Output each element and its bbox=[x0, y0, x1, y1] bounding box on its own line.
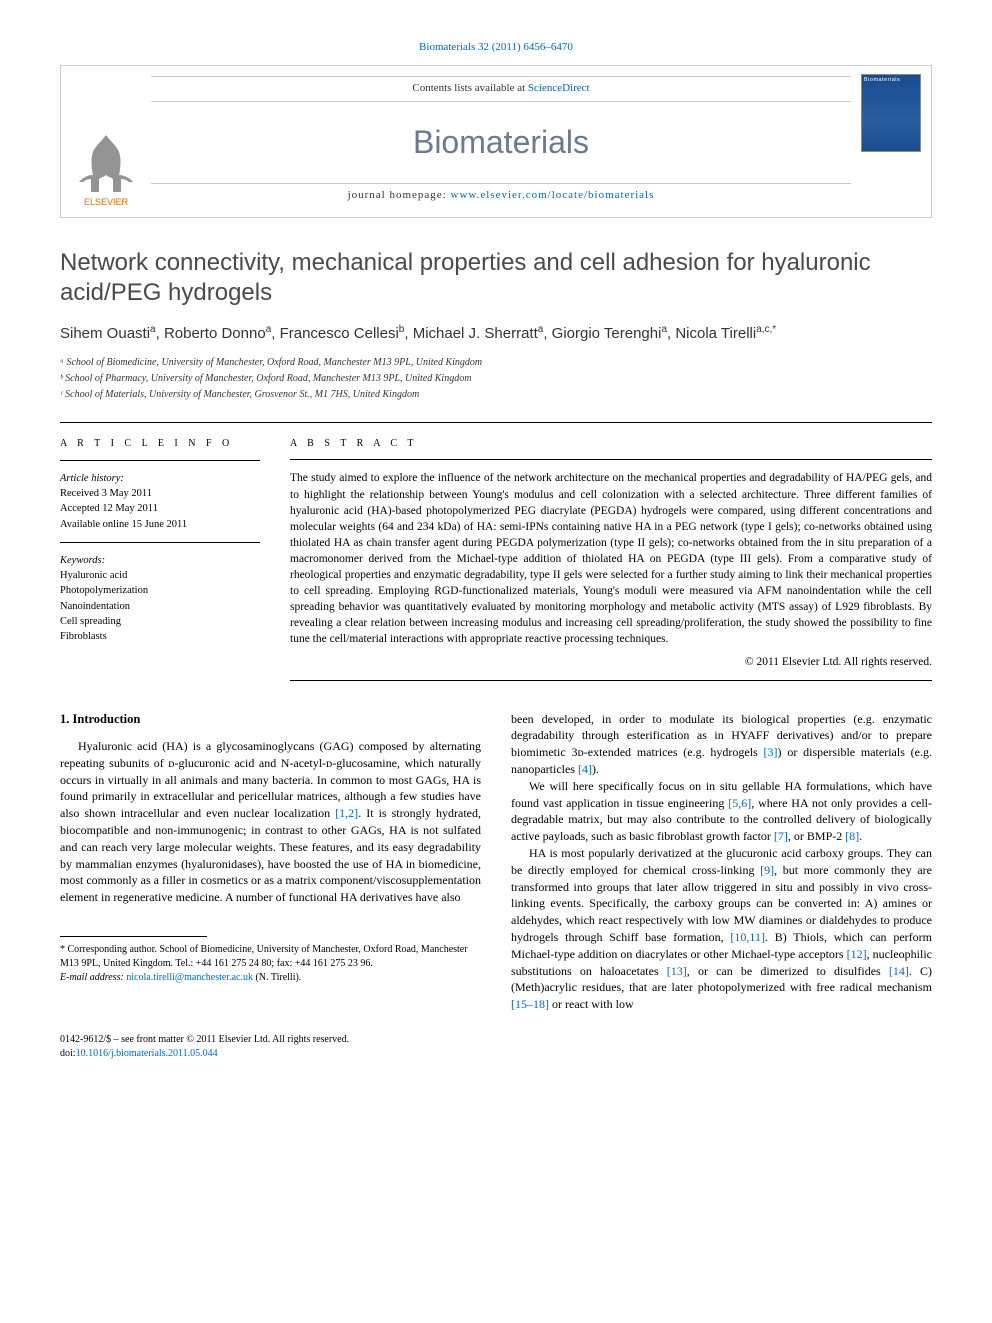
keyword-item: Cell spreading bbox=[60, 614, 260, 629]
ref-link-1-2[interactable]: [1,2] bbox=[335, 806, 358, 820]
corresponding-text: * Corresponding author. School of Biomed… bbox=[60, 943, 481, 971]
keyword-item: Photopolymerization bbox=[60, 583, 260, 598]
journal-name: Biomaterials bbox=[151, 102, 851, 183]
keyword-item: Hyaluronic acid bbox=[60, 568, 260, 583]
abstract-text: The study aimed to explore the influence… bbox=[290, 470, 932, 647]
affiliation-item: ᶜ School of Materials, University of Man… bbox=[60, 387, 932, 402]
journal-homepage-link[interactable]: www.elsevier.com/locate/biomaterials bbox=[451, 189, 655, 201]
article-info-heading: A R T I C L E I N F O bbox=[60, 437, 260, 461]
doi-link[interactable]: 10.1016/j.biomaterials.2011.05.044 bbox=[76, 1048, 218, 1059]
header-citation: Biomaterials 32 (2011) 6456–6470 bbox=[60, 40, 932, 55]
col2-para-3: HA is most popularly derivatized at the … bbox=[511, 845, 932, 1013]
ref-link-4[interactable]: [4] bbox=[578, 762, 592, 776]
info-abstract-row: A R T I C L E I N F O Article history: R… bbox=[60, 422, 932, 680]
issn-line: 0142-9612/$ – see front matter © 2011 El… bbox=[60, 1033, 932, 1047]
p1b: . It is strongly hydrated, biocompatible… bbox=[60, 806, 481, 904]
history-received: Received 3 May 2011 bbox=[60, 486, 260, 501]
keyword-item: Fibroblasts bbox=[60, 629, 260, 644]
body-col-right: been developed, in order to modulate its… bbox=[511, 711, 932, 1013]
corresponding-email-link[interactable]: nicola.tirelli@manchester.ac.uk bbox=[126, 972, 253, 983]
journal-cover-icon: Biomaterials bbox=[861, 74, 921, 152]
email-label: E-mail address: bbox=[60, 972, 126, 983]
history-accepted: Accepted 12 May 2011 bbox=[60, 501, 260, 516]
section-heading-intro: 1. Introduction bbox=[60, 711, 481, 729]
intro-para-1: Hyaluronic acid (HA) is a glycosaminogly… bbox=[60, 738, 481, 906]
body-columns: 1. Introduction Hyaluronic acid (HA) is … bbox=[60, 711, 932, 1013]
ref-link-3[interactable]: [3] bbox=[764, 745, 778, 759]
keywords-list: Hyaluronic acidPhotopolymerizationNanoin… bbox=[60, 568, 260, 644]
doi-line: doi:10.1016/j.biomaterials.2011.05.044 bbox=[60, 1047, 932, 1061]
c2p3g: or react with low bbox=[549, 997, 634, 1011]
sciencedirect-link[interactable]: ScienceDirect bbox=[528, 82, 590, 94]
affiliations: ᵃ School of Biomedicine, University of M… bbox=[60, 355, 932, 402]
keyword-item: Nanoindentation bbox=[60, 599, 260, 614]
ref-link-12[interactable]: [12] bbox=[847, 947, 867, 961]
elsevier-tree-icon: ELSEVIER bbox=[71, 127, 141, 207]
email-who: (N. Tirelli). bbox=[253, 972, 301, 983]
abstract-heading: A B S T R A C T bbox=[290, 437, 932, 460]
col2-para-2: We will here specifically focus on in si… bbox=[511, 778, 932, 845]
journal-header-box: ELSEVIER Contents lists available at Sci… bbox=[60, 65, 932, 218]
homepage-prefix: journal homepage: bbox=[348, 189, 451, 201]
email-line: E-mail address: nicola.tirelli@mancheste… bbox=[60, 971, 481, 985]
header-center: Contents lists available at ScienceDirec… bbox=[151, 66, 851, 217]
keywords-label: Keywords: bbox=[60, 553, 260, 568]
contents-line: Contents lists available at ScienceDirec… bbox=[151, 76, 851, 101]
ref-link-13[interactable]: [13] bbox=[667, 964, 687, 978]
history-label: Article history: bbox=[60, 471, 260, 486]
article-title: Network connectivity, mechanical propert… bbox=[60, 248, 932, 308]
cover-thumb-block: Biomaterials bbox=[851, 66, 931, 217]
ref-link-10-11[interactable]: [10,11] bbox=[730, 930, 765, 944]
authors-list: Sihem Ouastia, Roberto Donnoa, Francesco… bbox=[60, 322, 932, 346]
homepage-line: journal homepage: www.elsevier.com/locat… bbox=[151, 183, 851, 207]
abstract-col: A B S T R A C T The study aimed to explo… bbox=[290, 437, 932, 680]
contents-prefix: Contents lists available at bbox=[412, 82, 527, 94]
article-info-col: A R T I C L E I N F O Article history: R… bbox=[60, 437, 260, 680]
c2p2c: , or BMP-2 bbox=[788, 829, 845, 843]
doi-prefix: doi: bbox=[60, 1048, 76, 1059]
history-block: Article history: Received 3 May 2011 Acc… bbox=[60, 471, 260, 543]
c2p3e: , or can be dimerized to disulfides bbox=[687, 964, 889, 978]
ref-link-7[interactable]: [7] bbox=[774, 829, 788, 843]
ref-link-8[interactable]: [8] bbox=[845, 829, 859, 843]
affiliation-item: ᵇ School of Pharmacy, University of Manc… bbox=[60, 371, 932, 386]
elsevier-logo-block: ELSEVIER bbox=[61, 66, 151, 217]
elsevier-label: ELSEVIER bbox=[84, 197, 129, 207]
c2p1c: ). bbox=[592, 762, 599, 776]
abstract-rule bbox=[290, 680, 932, 681]
ref-link-9[interactable]: [9] bbox=[760, 863, 774, 877]
col2-para-1: been developed, in order to modulate its… bbox=[511, 711, 932, 778]
cover-label: Biomaterials bbox=[864, 77, 918, 85]
ref-link-5-6[interactable]: [5,6] bbox=[728, 796, 751, 810]
affiliation-item: ᵃ School of Biomedicine, University of M… bbox=[60, 355, 932, 370]
footnote-divider bbox=[60, 936, 207, 937]
ref-link-15-18[interactable]: [15–18] bbox=[511, 997, 549, 1011]
ref-link-14[interactable]: [14] bbox=[889, 964, 909, 978]
corresponding-footnote: * Corresponding author. School of Biomed… bbox=[60, 943, 481, 985]
c2p2d: . bbox=[859, 829, 862, 843]
abstract-copyright: © 2011 Elsevier Ltd. All rights reserved… bbox=[290, 654, 932, 670]
page-footer: 0142-9612/$ – see front matter © 2011 El… bbox=[60, 1033, 932, 1061]
history-online: Available online 15 June 2011 bbox=[60, 517, 260, 532]
body-col-left: 1. Introduction Hyaluronic acid (HA) is … bbox=[60, 711, 481, 1013]
